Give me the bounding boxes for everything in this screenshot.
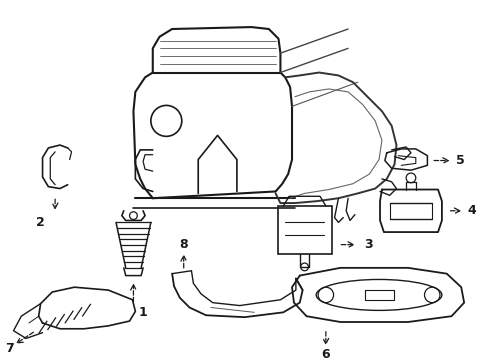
Text: 3: 3 (365, 238, 373, 251)
Text: 2: 2 (36, 216, 45, 229)
Text: 6: 6 (321, 348, 330, 360)
Text: 8: 8 (179, 238, 188, 251)
Bar (277, 206, 332, 254)
Text: 4: 4 (467, 204, 476, 217)
Text: 5: 5 (456, 154, 465, 167)
Text: 7: 7 (5, 342, 14, 355)
Text: 1: 1 (138, 306, 147, 319)
